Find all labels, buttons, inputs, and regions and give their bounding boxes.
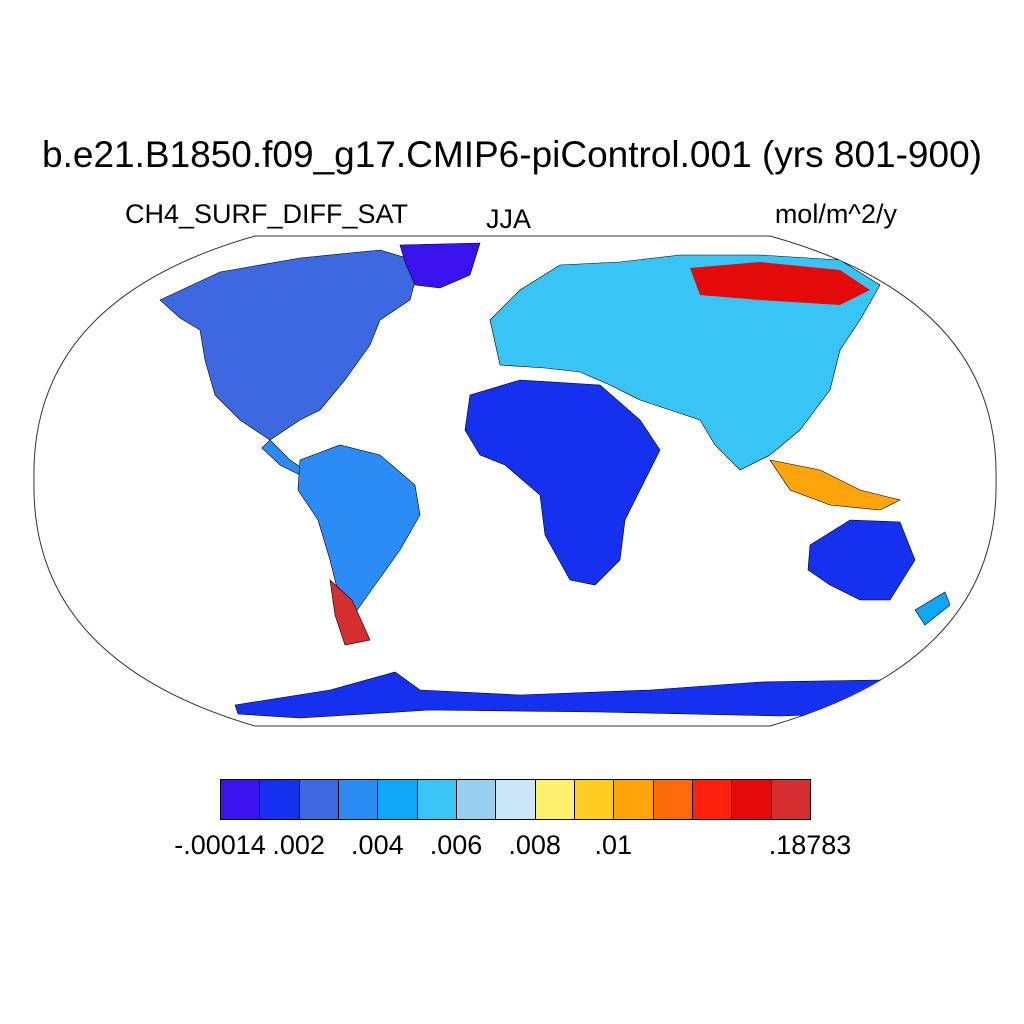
season-label: JJA xyxy=(486,204,532,234)
colorbar-label: .002 xyxy=(272,830,325,860)
region-maritime-asia xyxy=(769,459,901,511)
colorbar-swatch xyxy=(416,779,457,820)
variable-name: CH4_SURF_DIFF_SAT xyxy=(125,199,409,229)
colorbar-label: -.00014 xyxy=(174,830,266,860)
colorbar-swatch xyxy=(338,779,379,820)
colorbar-swatch xyxy=(377,779,418,820)
colorbar-swatch xyxy=(534,779,575,820)
colorbar-swatch xyxy=(613,779,654,820)
units-label: mol/m^2/y xyxy=(774,199,897,229)
colorbar-label: .004 xyxy=(351,830,404,860)
colorbar-swatch xyxy=(574,779,615,820)
region-patagonia xyxy=(329,579,371,646)
plot-title: b.e21.B1850.f09_g17.CMIP6-piControl.001 … xyxy=(42,134,982,175)
region-africa xyxy=(464,379,661,586)
colorbar-swatch xyxy=(652,779,693,820)
colorbar-label: .006 xyxy=(429,830,483,860)
colorbar-swatch xyxy=(495,779,536,820)
region-greenland xyxy=(399,242,481,289)
region-europe-asia xyxy=(489,254,881,471)
region-australia xyxy=(807,519,916,601)
region-north-america xyxy=(159,249,421,441)
region-new-zealand xyxy=(914,591,951,626)
colorbar-swatch xyxy=(456,779,497,820)
colorbar-label: .008 xyxy=(508,830,561,860)
colorbar-swatch xyxy=(259,779,300,820)
colorbar-label: .18783 xyxy=(768,830,852,860)
colorbar-swatch xyxy=(692,779,733,820)
region-siberia xyxy=(690,262,870,305)
colorbar-swatch xyxy=(770,779,811,820)
colorbar-swatch xyxy=(220,779,261,820)
colorbar-swatch xyxy=(298,779,339,820)
colorbar-label: .01 xyxy=(594,830,633,860)
region-south-america xyxy=(297,444,421,621)
colorbar-swatch xyxy=(731,779,772,820)
